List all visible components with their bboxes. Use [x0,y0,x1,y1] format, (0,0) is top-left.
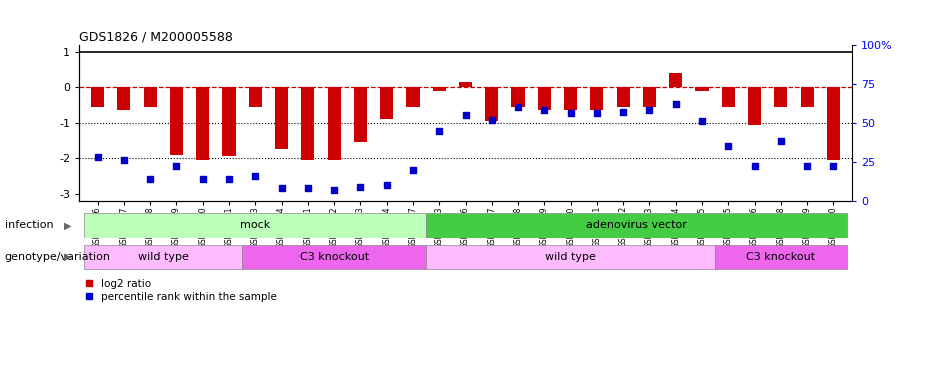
Bar [801,87,814,107]
Point [748,164,762,170]
Text: adenovirus vector: adenovirus vector [586,220,687,230]
Bar [354,87,367,142]
Bar [406,87,420,107]
Point [458,112,473,118]
Bar [538,87,551,110]
Point [615,109,630,115]
Bar [511,87,525,107]
Bar [695,87,708,91]
Point [668,101,683,107]
Point [484,117,499,123]
Bar [827,87,840,160]
Text: C3 knockout: C3 knockout [300,252,369,262]
Bar [775,87,788,107]
Text: mock: mock [240,220,270,230]
Bar [242,245,426,270]
Text: ▶: ▶ [64,252,72,262]
Bar [426,213,846,238]
Bar [169,87,183,154]
Bar [143,87,156,107]
Bar [616,87,629,107]
Point [406,166,421,172]
Point [248,173,263,179]
Text: ▶: ▶ [64,220,72,230]
Bar [722,87,735,107]
Point [695,118,709,124]
Point [222,176,236,182]
Bar [223,87,236,156]
Bar [196,87,209,160]
Bar [485,87,498,121]
Point [510,104,525,110]
Point [537,107,552,113]
Text: wild type: wild type [546,252,596,262]
Bar [643,87,656,107]
Point [116,157,131,163]
Bar [275,87,288,149]
Point [169,164,183,170]
Point [142,176,157,182]
Bar [459,82,472,87]
Bar [85,213,426,238]
Point [353,184,368,190]
Point [800,164,815,170]
Bar [249,87,262,107]
Point [432,128,447,134]
Bar [91,87,104,107]
Text: C3 knockout: C3 knockout [747,252,816,262]
Point [826,164,841,170]
Bar [564,87,577,110]
Bar [715,245,846,270]
Point [774,138,789,144]
Bar [669,73,682,87]
Point [327,187,342,193]
Point [563,111,578,117]
Point [379,182,394,188]
Point [589,111,604,117]
Legend: log2 ratio, percentile rank within the sample: log2 ratio, percentile rank within the s… [85,279,277,302]
Point [196,176,210,182]
Text: GDS1826 / M200005588: GDS1826 / M200005588 [79,31,233,44]
Point [274,185,289,191]
Text: infection: infection [5,220,53,230]
Text: genotype/variation: genotype/variation [5,252,111,262]
Point [301,185,316,191]
Bar [433,87,446,91]
Bar [380,87,393,119]
Bar [328,87,341,160]
Point [642,107,657,113]
Bar [748,87,762,124]
Text: wild type: wild type [138,252,189,262]
Bar [117,87,130,110]
Bar [590,87,603,110]
Point [90,154,105,160]
Bar [426,245,715,270]
Bar [302,87,315,160]
Bar [85,245,242,270]
Point [721,143,735,149]
